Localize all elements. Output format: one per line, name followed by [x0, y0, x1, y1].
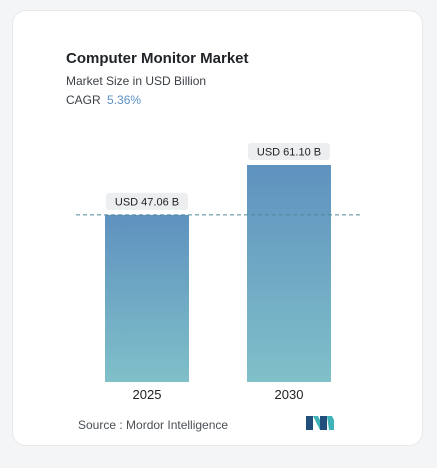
data-label-bg-2030: [248, 143, 330, 160]
mordor-intelligence-logo-icon: [306, 416, 334, 430]
cagr-value: 5.36%: [107, 93, 142, 107]
chart-title: Computer Monitor Market: [66, 50, 249, 67]
data-label-2025: USD 47.06 B: [115, 196, 179, 208]
data-label-bg-2025: [106, 192, 188, 210]
source-text: Source : Mordor Intelligence: [78, 418, 229, 432]
chart-subtitle: Market Size in USD Billion: [66, 74, 207, 88]
cagr-label: CAGR: [66, 93, 101, 107]
bar-2030: [247, 165, 331, 382]
x-tick-label-2030: 2030: [275, 387, 304, 402]
chart-card: [12, 10, 423, 446]
cagr-line: CAGR 5.36%: [66, 93, 141, 107]
data-label-2030: USD 61.10 B: [257, 147, 321, 159]
bar-2025: [105, 214, 189, 382]
x-tick-label-2025: 2025: [133, 387, 162, 402]
